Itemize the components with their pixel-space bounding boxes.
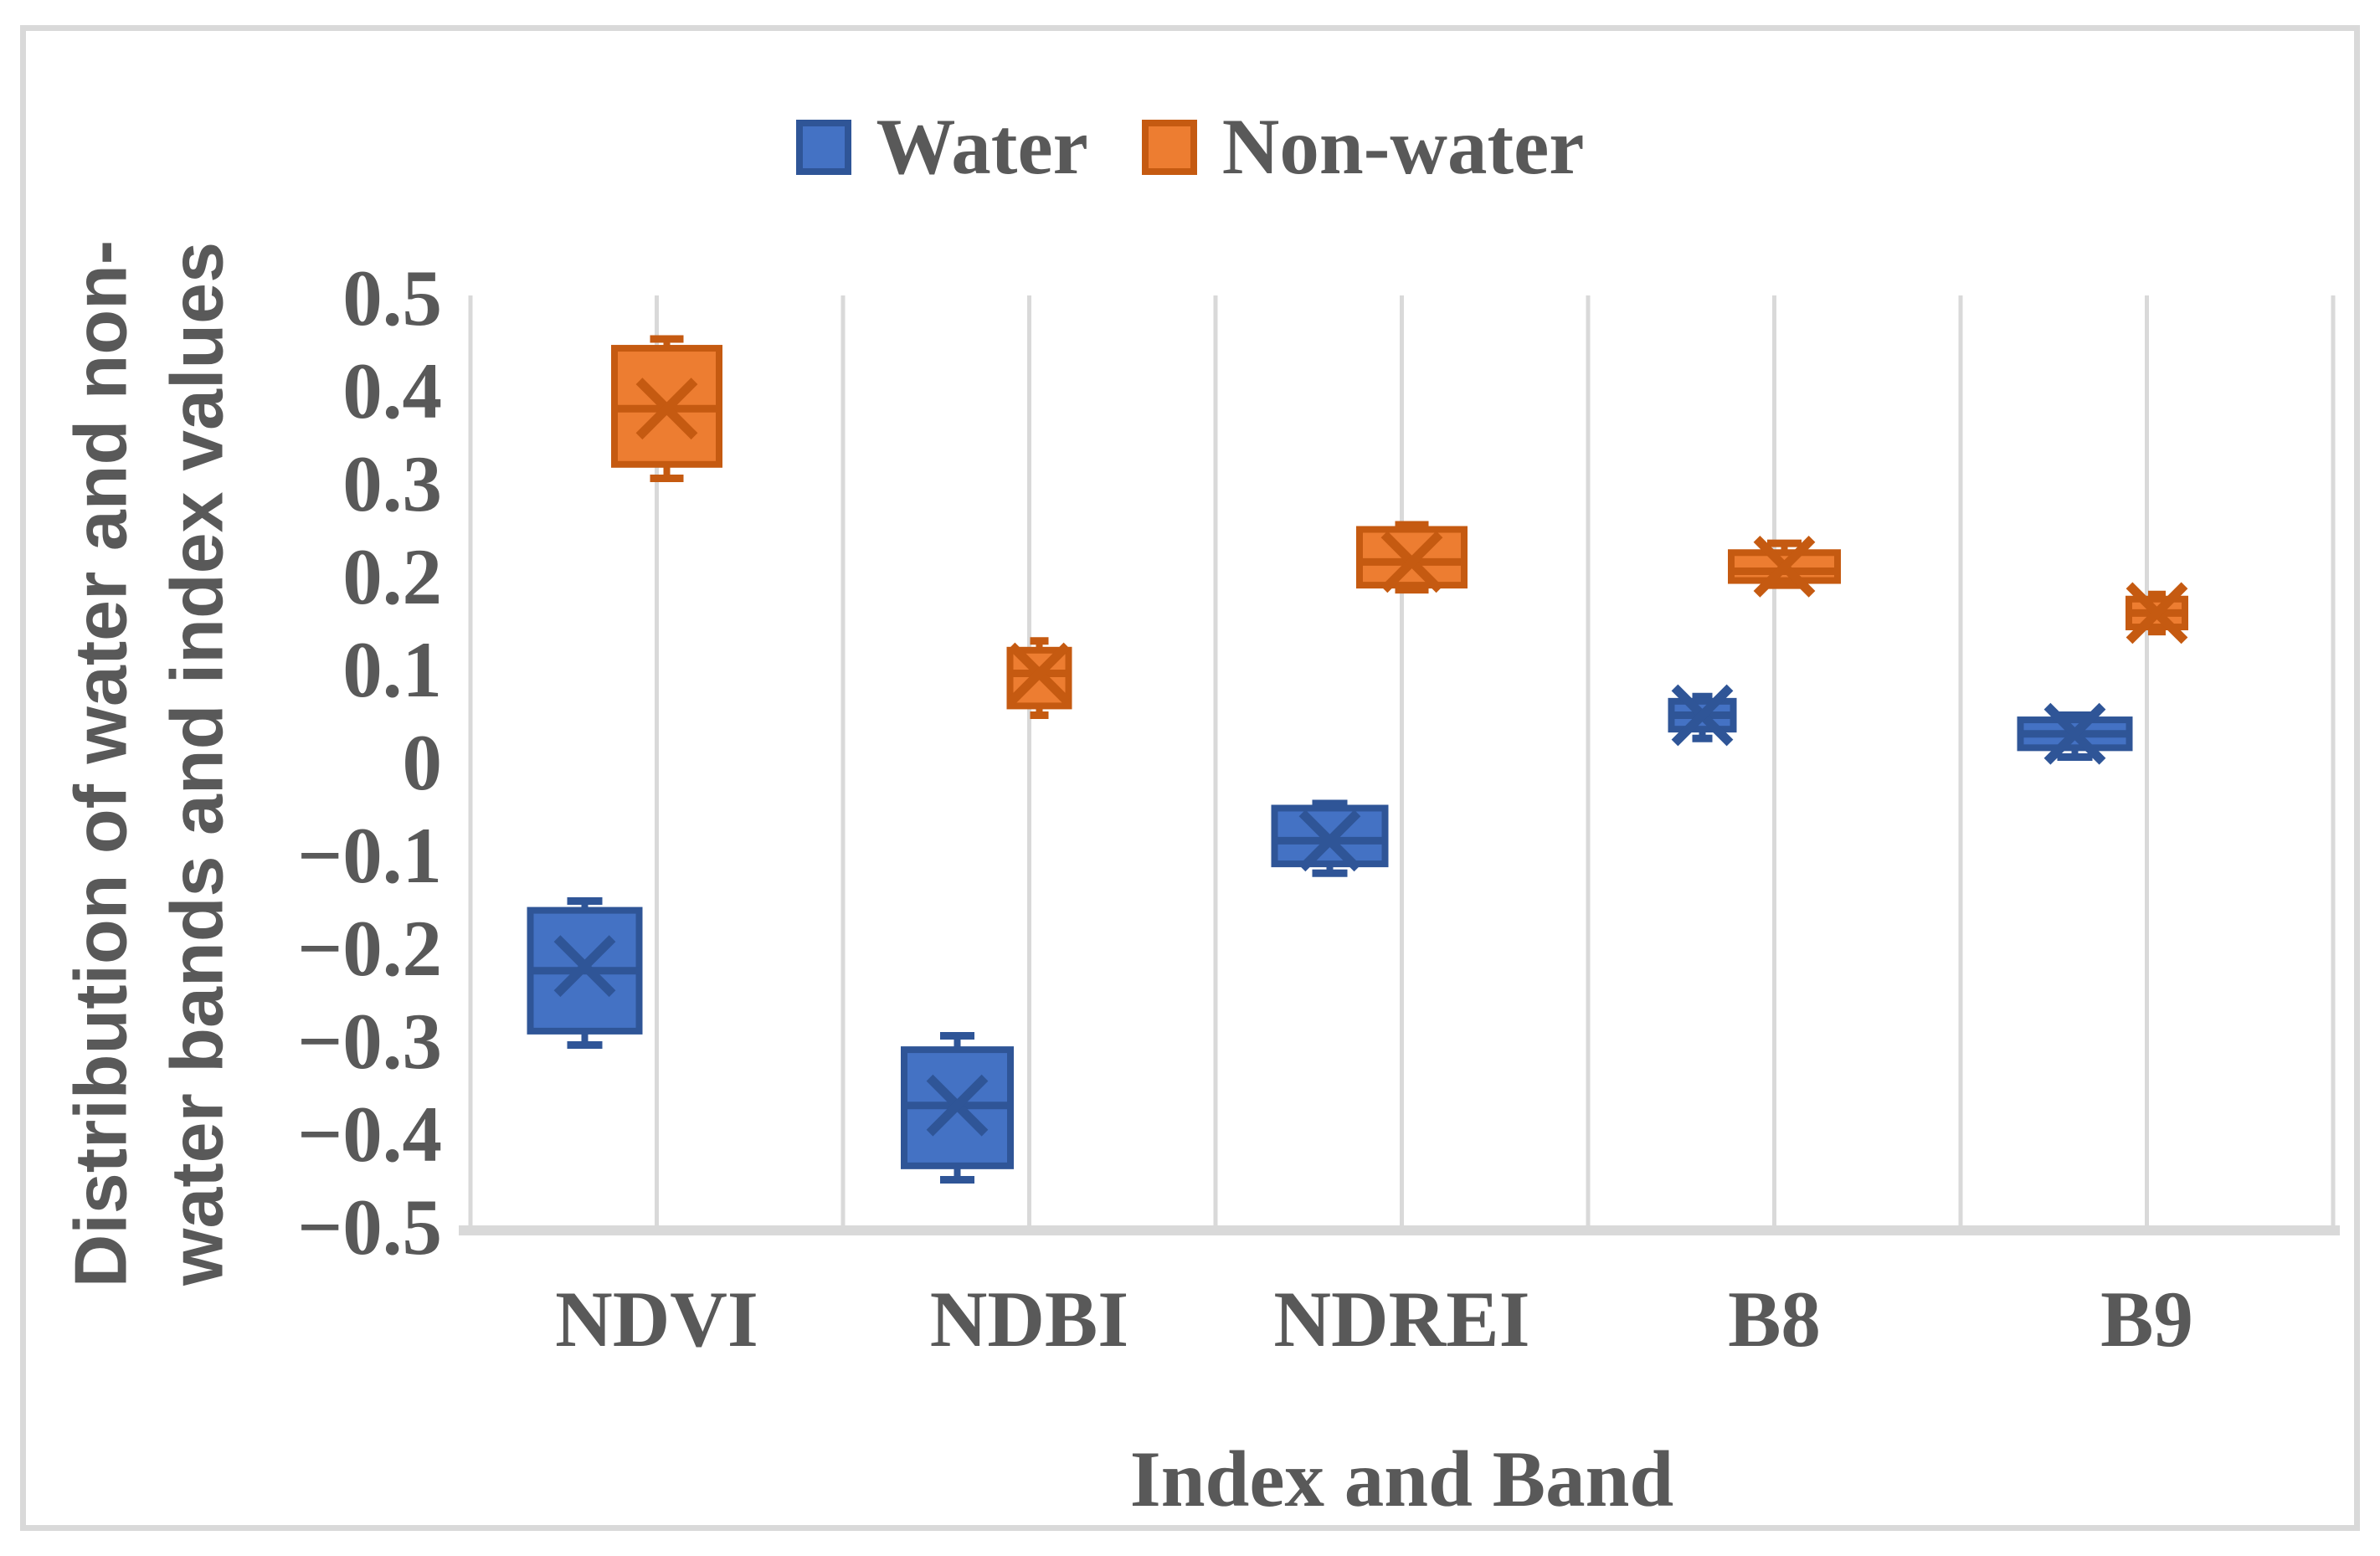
y-tick-label: 0.4 (342, 347, 442, 435)
legend: Water Non-water (0, 107, 2380, 187)
y-tick-label: −0.5 (297, 1183, 442, 1271)
non-water-swatch-icon (1141, 119, 1197, 175)
mean-marker (1298, 809, 1361, 872)
y-tick-label: −0.1 (297, 811, 442, 900)
y-tick-label: 0.2 (342, 532, 442, 621)
y-tick-label: 0.1 (342, 625, 442, 714)
mean-marker (1008, 642, 1071, 705)
legend-item-non-water: Non-water (1141, 102, 1585, 191)
mean-marker (553, 935, 616, 998)
y-axis-title-line1: Distribution of water and non- (59, 239, 142, 1288)
x-category-label: B9 (2100, 1275, 2193, 1363)
y-tick-label: 0.3 (342, 439, 442, 528)
y-tick-label: 0 (403, 718, 443, 807)
y-tick-label: −0.4 (297, 1090, 442, 1179)
mean-marker (1753, 536, 1816, 598)
mean-marker (635, 377, 698, 440)
box-water-ndrei (1271, 804, 1389, 868)
legend-label-water: Water (876, 102, 1088, 191)
water-swatch-icon (795, 119, 851, 175)
y-tick-label: −0.2 (297, 904, 442, 993)
legend-item-water: Water (795, 102, 1088, 191)
mean-marker (1380, 531, 1443, 593)
mean-marker (2043, 702, 2106, 765)
y-tick-label: −0.3 (297, 997, 442, 1086)
y-axis-title-line2: water bands and index values (155, 241, 239, 1286)
mean-marker (2126, 582, 2188, 644)
x-category-label: NDVI (555, 1275, 758, 1363)
x-axis-title: Index and Band (1129, 1435, 1674, 1523)
mean-marker (926, 1074, 989, 1137)
x-category-label: NDBI (930, 1275, 1129, 1363)
x-category-label: B8 (1728, 1275, 1821, 1363)
x-category-label: NDREI (1273, 1275, 1529, 1363)
mean-marker (1671, 684, 1734, 747)
legend-label-non-water: Non-water (1221, 102, 1585, 191)
y-tick-label: 0.5 (342, 254, 442, 342)
